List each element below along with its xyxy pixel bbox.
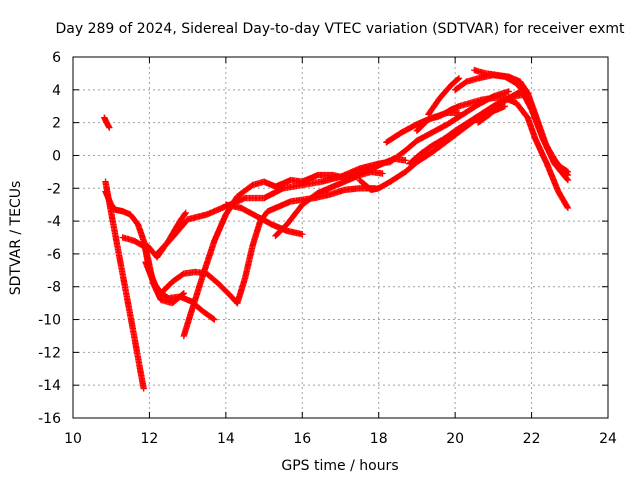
chart-title: Day 289 of 2024, Sidereal Day-to-day VTE… (56, 21, 626, 37)
data-points (272, 168, 386, 240)
data-points (153, 160, 382, 258)
y-tick-label: -10 (38, 313, 61, 329)
series-track-20 (474, 91, 572, 184)
y-axis-label: SDTVAR / TECUs (8, 181, 24, 296)
y-tick-label: 4 (52, 83, 61, 99)
series-track-8 (180, 155, 409, 340)
series-track-11 (272, 168, 386, 240)
y-tick-label: 0 (52, 148, 61, 164)
x-tick-label: 12 (141, 431, 159, 447)
series-track-17 (425, 75, 463, 118)
y-tick-label: 6 (52, 50, 61, 66)
plot-frame (72, 56, 609, 419)
x-tick-label: 20 (446, 431, 464, 447)
data-points (144, 209, 189, 261)
y-tick-label: -16 (38, 411, 61, 427)
data-points (471, 66, 572, 176)
series-track-5 (144, 209, 189, 261)
data-points (180, 155, 409, 340)
series-track-7 (153, 160, 382, 258)
data-points (101, 114, 113, 131)
y-tick-label: 2 (52, 116, 61, 132)
data-points (425, 75, 463, 118)
y-tick-label: -14 (38, 378, 61, 394)
series-layer (101, 66, 572, 392)
data-points (474, 91, 572, 184)
x-tick-label: 10 (64, 431, 82, 447)
series-track-6 (142, 258, 241, 307)
x-tick-label: 24 (599, 431, 617, 447)
x-tick-label: 22 (523, 431, 541, 447)
x-tick-label: 16 (293, 431, 311, 447)
data-points (142, 258, 241, 307)
y-tick-label: -6 (47, 247, 61, 263)
series-track-1 (101, 114, 113, 131)
x-axis-label: GPS time / hours (281, 458, 398, 474)
x-tick-label: 18 (370, 431, 388, 447)
y-tick-label: -2 (47, 181, 61, 197)
y-tick-label: -12 (38, 345, 61, 361)
y-tick-label: -4 (47, 214, 61, 230)
y-tick-label: -8 (47, 280, 61, 296)
series-track-19 (471, 66, 572, 176)
grid-layer (73, 57, 608, 418)
x-tick-label: 14 (217, 431, 235, 447)
